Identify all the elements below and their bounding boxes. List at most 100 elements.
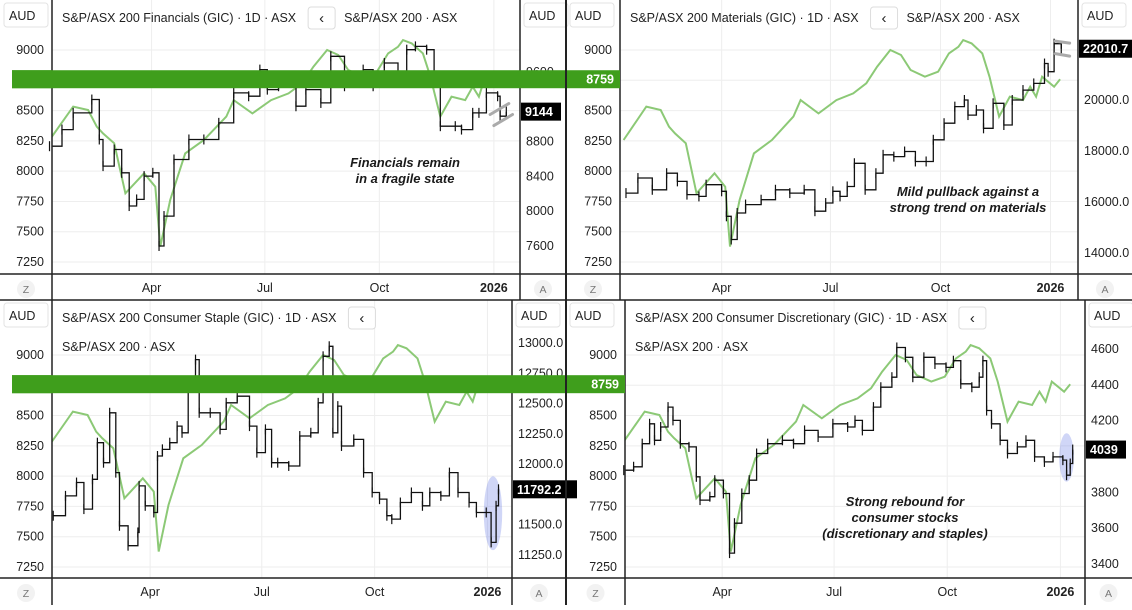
right-axis-tick-label: 8000 [526, 204, 554, 218]
right-axis-tick-label: 8400 [526, 169, 554, 183]
benchmark-last-value-tag [12, 70, 620, 89]
sector-last-value: 11792.2 [517, 483, 562, 497]
currency-label: AUD [9, 309, 35, 323]
chart-panel-3[interactable]: 900085008250800077507500725013000.012750… [0, 300, 577, 605]
left-axis-tick-label: 8250 [589, 439, 617, 453]
left-axis-tick-label: 9000 [589, 348, 617, 362]
right-axis-tick-label: 12500.0 [518, 397, 563, 411]
right-axis-tick-label: 12000.0 [518, 457, 563, 471]
time-axis-tick-label: 2026 [1037, 281, 1065, 295]
auto-scale-button[interactable]: A [534, 280, 552, 298]
right-axis-tick-label: 7600 [526, 239, 554, 253]
benchmark-last-value: 8759 [586, 73, 614, 87]
left-axis-tick-label: 9000 [16, 43, 44, 57]
auto-scale-button[interactable]: A [1099, 584, 1118, 602]
time-axis-tick-label: Jul [254, 585, 270, 599]
z-scale-button[interactable]: Z [17, 280, 35, 298]
left-axis-tick-label: 8250 [16, 134, 44, 148]
right-axis-tick-label: 3800 [1091, 485, 1119, 499]
time-axis-tick-label: Jul [822, 281, 838, 295]
auto-scale-button[interactable]: A [530, 584, 548, 602]
currency-label: AUD [529, 9, 555, 23]
sector-last-value: 4039 [1090, 443, 1118, 457]
right-currency-button[interactable]: AUD [1081, 2, 1127, 28]
sector-last-value-tag [521, 102, 561, 121]
chevron-left-icon: ‹ [882, 10, 887, 27]
benchmark-series-line [625, 343, 1071, 552]
left-axis-tick-label: 8000 [16, 469, 44, 483]
back-button[interactable]: ‹ [958, 306, 987, 330]
time-axis-tick-label: 2026 [480, 281, 508, 295]
svg-text:Z: Z [23, 588, 30, 600]
left-axis-tick-label: 8000 [584, 164, 612, 178]
left-axis-tick-label: 8500 [584, 104, 612, 118]
time-axis-tick-label: Apr [712, 281, 731, 295]
right-axis-tick-label: 16000.0 [1084, 195, 1129, 209]
channel-line [488, 102, 511, 117]
right-axis-tick-label: 4200 [1091, 414, 1119, 428]
svg-text:Z: Z [592, 588, 599, 600]
time-axis-tick-label: Oct [931, 281, 951, 295]
annotation-text: Mild pullback against a [897, 184, 1039, 199]
left-axis-tick-label: 7500 [16, 225, 44, 239]
right-currency-button[interactable]: AUD [523, 2, 569, 28]
time-axis-tick-label: Jul [257, 281, 273, 295]
chevron-left-icon: ‹ [319, 10, 324, 27]
left-axis-tick-label: 7250 [584, 255, 612, 269]
svg-text:A: A [1101, 284, 1108, 296]
left-axis-tick-label: 7750 [16, 499, 44, 513]
left-axis-tick-label: 8000 [16, 164, 44, 178]
left-currency-button[interactable]: AUD [3, 302, 49, 328]
z-scale-button[interactable]: Z [584, 280, 602, 298]
left-currency-button[interactable]: AUD [569, 302, 615, 328]
right-currency-button[interactable]: AUD [515, 302, 561, 328]
currency-label: AUD [1087, 9, 1113, 23]
sector-last-value: 22010.7 [1083, 42, 1128, 56]
left-axis-tick-label: 7750 [589, 499, 617, 513]
left-axis-tick-label: 7500 [589, 530, 617, 544]
auto-scale-button[interactable]: A [1096, 280, 1114, 298]
annotation-text: in a fragile state [356, 171, 455, 186]
svg-text:A: A [535, 588, 542, 600]
back-button[interactable]: ‹ [870, 6, 899, 30]
compare-symbol-label: S&P/ASX 200 · ASX [907, 11, 1021, 25]
left-axis-tick-label: 8500 [16, 104, 44, 118]
time-axis-tick-label: Oct [938, 585, 958, 599]
left-axis-tick-label: 8250 [16, 439, 44, 453]
right-currency-button[interactable]: AUD [1088, 302, 1132, 328]
z-scale-button[interactable]: Z [586, 584, 605, 602]
currency-label: AUD [9, 9, 35, 23]
chevron-left-icon: ‹ [359, 310, 364, 327]
compare-symbol-label: S&P/ASX 200 · ASX [344, 11, 458, 25]
right-axis-tick-label: 3600 [1091, 521, 1119, 535]
z-scale-button[interactable]: Z [17, 584, 35, 602]
left-axis-tick-label: 9000 [16, 348, 44, 362]
channel-line [1053, 52, 1072, 58]
compare-symbol-label: S&P/ASX 200 · ASX [635, 340, 749, 354]
left-axis-tick-label: 7500 [584, 225, 612, 239]
left-axis-tick-label: 7250 [589, 560, 617, 574]
annotation-text: (discretionary and staples) [822, 526, 987, 541]
svg-text:Z: Z [23, 284, 30, 296]
right-axis-tick-label: 18000.0 [1084, 144, 1129, 158]
left-axis-tick-label: 7500 [16, 530, 44, 544]
annotation-text: Financials remain [350, 155, 460, 170]
sector-series-line [626, 43, 1062, 241]
time-axis-tick-label: Apr [140, 585, 159, 599]
currency-label: AUD [1094, 309, 1120, 323]
back-button[interactable]: ‹ [347, 306, 376, 330]
sector-last-value-tag [1079, 39, 1132, 58]
left-currency-button[interactable]: AUD [3, 2, 49, 28]
right-axis-tick-label: 8800 [526, 135, 554, 149]
back-button[interactable]: ‹ [307, 6, 336, 30]
time-axis-tick-label: 2026 [1046, 585, 1074, 599]
time-axis-tick-label: 2026 [474, 585, 502, 599]
right-axis-tick-label: 20000.0 [1084, 93, 1129, 107]
currency-label: AUD [575, 309, 601, 323]
left-axis-tick-label: 7250 [16, 255, 44, 269]
left-currency-button[interactable]: AUD [569, 2, 615, 28]
currency-label: AUD [521, 309, 547, 323]
